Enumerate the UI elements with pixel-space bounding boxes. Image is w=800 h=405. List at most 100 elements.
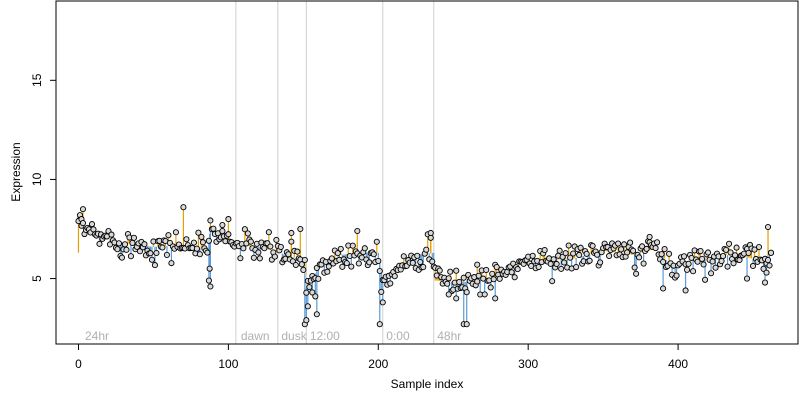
data-point xyxy=(720,253,727,260)
x-axis-label: Sample index xyxy=(391,377,464,391)
data-point xyxy=(627,239,634,246)
data-point xyxy=(354,227,361,235)
data-point xyxy=(303,289,310,296)
data-point xyxy=(219,228,226,235)
data-point xyxy=(391,273,398,280)
data-point xyxy=(301,256,308,263)
data-point xyxy=(265,229,272,236)
data-point xyxy=(90,226,97,233)
data-point xyxy=(492,295,499,302)
data-point xyxy=(529,252,536,259)
data-point xyxy=(558,265,565,272)
data-point xyxy=(697,247,704,255)
data-point xyxy=(148,256,155,263)
data-point xyxy=(639,243,646,250)
data-point xyxy=(198,233,205,240)
data-point xyxy=(745,249,752,256)
data-point xyxy=(646,233,653,240)
x-tick-label: 100 xyxy=(218,357,238,371)
data-point xyxy=(151,262,158,269)
data-point xyxy=(444,280,451,287)
data-point xyxy=(190,239,197,246)
data-point xyxy=(654,239,661,246)
data-point xyxy=(474,261,481,268)
data-point xyxy=(193,245,200,252)
data-point xyxy=(306,284,313,291)
data-point xyxy=(118,254,126,261)
data-point xyxy=(589,242,596,249)
data-point xyxy=(129,239,136,246)
data-point xyxy=(731,252,739,259)
data-point xyxy=(702,276,709,283)
data-point xyxy=(378,288,385,295)
data-point xyxy=(225,216,232,223)
data-point xyxy=(553,260,560,268)
data-point xyxy=(315,275,322,282)
data-point xyxy=(247,238,254,245)
data-point xyxy=(256,255,263,262)
data-point xyxy=(493,264,500,271)
data-point xyxy=(379,299,386,306)
data-point xyxy=(123,246,130,253)
y-tick-label: 15 xyxy=(30,73,44,87)
data-point xyxy=(88,221,96,228)
data-point xyxy=(576,251,583,259)
data-point xyxy=(636,254,643,261)
data-point xyxy=(303,317,310,324)
data-point xyxy=(108,231,115,238)
data-point xyxy=(630,247,637,254)
data-point xyxy=(618,246,625,253)
x-tick-label: 200 xyxy=(368,357,388,371)
region-label: 12:00 xyxy=(310,329,340,343)
data-point xyxy=(309,289,316,296)
data-point xyxy=(562,250,569,257)
data-point xyxy=(219,221,226,229)
data-point xyxy=(165,232,172,239)
data-point xyxy=(153,249,160,257)
data-point xyxy=(96,240,103,247)
data-point xyxy=(652,245,659,252)
y-axis: 5 10 15 xyxy=(30,73,57,282)
data-point xyxy=(370,251,377,258)
data-point xyxy=(483,266,490,273)
data-point xyxy=(324,268,331,275)
data-point xyxy=(79,220,87,227)
data-point xyxy=(159,244,166,251)
data-point xyxy=(673,272,680,279)
data-point xyxy=(561,259,568,266)
data-point xyxy=(349,242,356,249)
data-point xyxy=(361,245,368,252)
region-separators xyxy=(235,1,435,344)
data-point xyxy=(718,258,725,265)
data-point xyxy=(195,229,202,236)
data-point xyxy=(312,293,319,300)
data-point xyxy=(453,267,460,274)
data-point xyxy=(304,303,311,310)
region-label: 48hr xyxy=(437,329,461,343)
data-point xyxy=(640,260,647,267)
data-point xyxy=(121,241,129,248)
data-point xyxy=(456,278,463,286)
data-point xyxy=(709,258,716,265)
region-label: dusk xyxy=(281,329,307,343)
data-point xyxy=(237,255,244,262)
region-labels: 24hr dawn dusk 12:00 0:00 48hr xyxy=(85,329,461,343)
data-point xyxy=(147,250,154,257)
data-point xyxy=(660,258,667,265)
data-point xyxy=(565,242,572,249)
region-label: 24hr xyxy=(85,329,109,343)
x-axis: 0 100 200 300 400 xyxy=(75,343,688,371)
data-point xyxy=(373,238,380,245)
data-point xyxy=(743,275,751,282)
data-point xyxy=(409,259,416,266)
data-point xyxy=(436,267,443,274)
data-point xyxy=(621,241,628,248)
data-point xyxy=(463,321,470,328)
data-point xyxy=(183,236,190,243)
region-label: 0:00 xyxy=(386,329,410,343)
data-points xyxy=(75,204,775,328)
data-point xyxy=(366,259,373,266)
data-point xyxy=(755,243,763,251)
data-point xyxy=(573,263,580,271)
